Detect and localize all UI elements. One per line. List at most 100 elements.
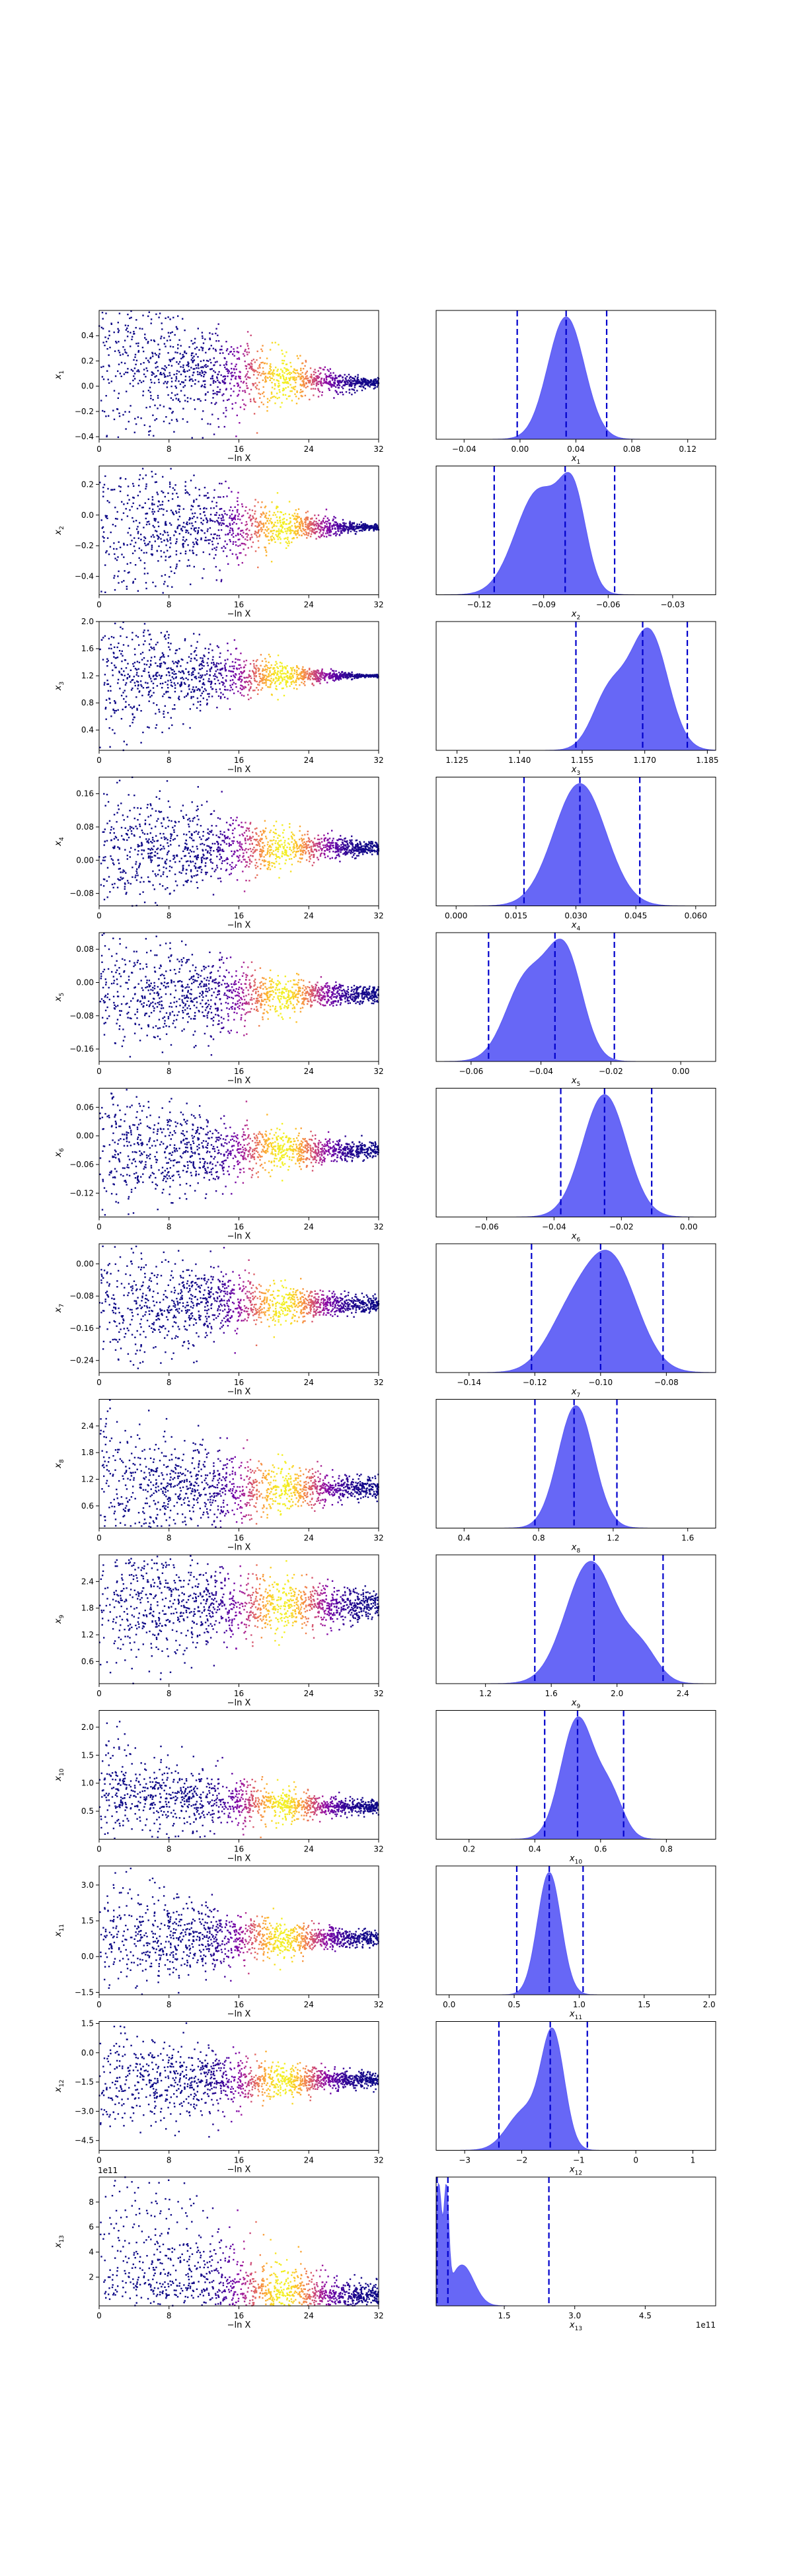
scatter-point xyxy=(211,696,213,698)
scatter-point xyxy=(214,514,216,516)
scatter-point xyxy=(182,381,184,383)
scatter-point xyxy=(195,353,197,355)
scatter-point xyxy=(204,487,206,489)
scatter-point xyxy=(363,381,365,383)
scatter-point xyxy=(117,805,119,806)
scatter-point xyxy=(273,373,276,375)
scatter-point xyxy=(311,683,313,685)
scatter-point xyxy=(278,834,280,836)
scatter-point xyxy=(238,857,240,859)
scatter-point xyxy=(141,659,143,661)
scatter-point xyxy=(215,665,218,668)
scatter-point xyxy=(330,534,332,536)
scatter-point xyxy=(127,324,130,327)
scatter-point xyxy=(173,534,175,536)
scatter-point xyxy=(170,668,172,671)
scatter-point xyxy=(151,502,153,505)
scatter-point xyxy=(238,375,240,377)
scatter-point xyxy=(126,892,128,894)
scatter-point xyxy=(315,517,317,520)
scatter-point xyxy=(322,519,324,522)
scatter-point xyxy=(363,525,365,527)
scatter-point xyxy=(269,376,271,378)
scatter-point xyxy=(199,700,202,703)
scatter-point xyxy=(321,394,323,396)
scatter-point xyxy=(135,342,137,345)
scatter-point xyxy=(262,673,264,676)
scatter-point xyxy=(305,386,307,389)
scatter-point xyxy=(277,851,279,853)
scatter-point xyxy=(280,529,282,531)
scatter-point xyxy=(209,643,211,645)
scatter-point xyxy=(163,368,165,370)
scatter-point xyxy=(299,355,301,357)
scatter-point xyxy=(150,646,152,648)
scatter-point xyxy=(160,631,163,634)
scatter-point xyxy=(291,538,293,540)
scatter-point xyxy=(354,386,356,388)
scatter-point xyxy=(215,579,217,581)
scatter-point xyxy=(163,716,165,718)
scatter-point xyxy=(232,842,234,844)
scatter-point xyxy=(262,528,264,530)
scatter-point xyxy=(276,370,278,372)
scatter-point xyxy=(110,322,112,324)
scatter-point xyxy=(229,665,231,668)
scatter-point xyxy=(239,422,241,424)
scatter-point xyxy=(331,670,334,672)
scatter-point xyxy=(322,534,324,536)
scatter-point xyxy=(147,855,150,857)
scatter-point xyxy=(301,847,303,849)
scatter-point xyxy=(155,473,157,475)
scatter-point xyxy=(174,484,176,486)
scatter-point xyxy=(202,674,204,676)
scatter-point xyxy=(282,382,284,384)
scatter-point xyxy=(224,378,226,380)
scatter-point xyxy=(367,382,369,384)
scatter-point xyxy=(320,367,322,369)
scatter-point xyxy=(288,501,291,503)
scatter-point xyxy=(256,849,258,851)
scatter-point xyxy=(211,843,213,845)
scatter-point xyxy=(341,532,343,534)
scatter-point xyxy=(274,682,276,684)
scatter-point xyxy=(234,519,237,520)
scatter-point xyxy=(262,522,264,524)
scatter-point xyxy=(137,369,139,371)
scatter-point xyxy=(193,875,195,877)
scatter-point xyxy=(236,414,238,417)
scatter-point xyxy=(175,673,177,675)
scatter-point xyxy=(102,378,105,380)
scatter-point xyxy=(267,861,269,863)
scatter-point xyxy=(262,367,264,369)
scatter-point xyxy=(151,841,153,844)
scatter-point xyxy=(292,376,295,378)
scatter-point xyxy=(230,517,233,519)
scatter-point xyxy=(282,362,284,365)
scatter-point xyxy=(155,362,157,365)
scatter-point xyxy=(283,841,285,844)
scatter-point xyxy=(200,522,202,524)
scatter-point xyxy=(245,659,248,662)
scatter-point xyxy=(229,515,231,517)
scatter-point xyxy=(137,668,139,670)
scatter-point xyxy=(188,656,190,658)
scatter-point xyxy=(241,542,243,545)
scatter-point xyxy=(348,674,351,677)
scatter-point xyxy=(127,830,129,832)
scatter-point xyxy=(254,690,256,692)
scatter-point xyxy=(223,664,226,666)
scatter-point xyxy=(132,502,134,505)
scatter-point xyxy=(305,377,307,380)
scatter-point xyxy=(194,676,196,678)
scatter-point xyxy=(188,532,190,534)
scatter-point xyxy=(100,400,102,402)
scatter-point xyxy=(302,390,304,392)
scatter-point xyxy=(158,869,161,871)
scatter-point xyxy=(245,506,247,508)
scatter-point xyxy=(278,343,280,345)
scatter-point xyxy=(221,394,223,396)
scatter-point xyxy=(255,832,257,834)
scatter-point xyxy=(214,361,217,363)
scatter-point xyxy=(197,373,199,376)
